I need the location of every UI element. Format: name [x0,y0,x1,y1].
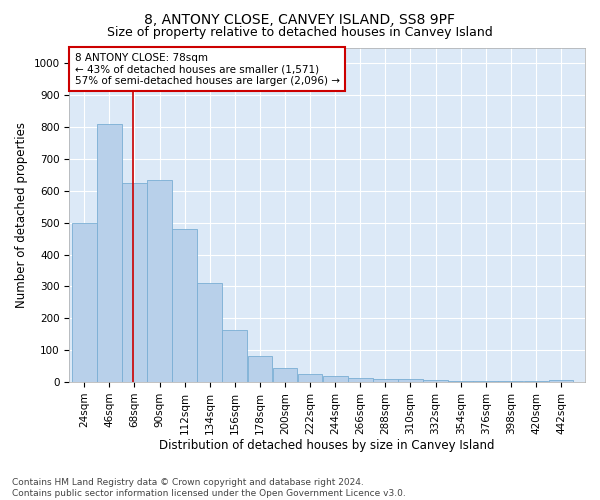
Bar [423,380,448,382]
Bar [272,368,298,382]
Bar [147,180,172,382]
Text: Contains HM Land Registry data © Crown copyright and database right 2024.
Contai: Contains HM Land Registry data © Crown c… [12,478,406,498]
Text: 8 ANTONY CLOSE: 78sqm
← 43% of detached houses are smaller (1,571)
57% of semi-d: 8 ANTONY CLOSE: 78sqm ← 43% of detached … [74,52,340,86]
Bar [398,379,423,382]
Bar [323,376,347,382]
X-axis label: Distribution of detached houses by size in Canvey Island: Distribution of detached houses by size … [160,440,495,452]
Bar [197,282,222,382]
Text: 8, ANTONY CLOSE, CANVEY ISLAND, SS8 9PF: 8, ANTONY CLOSE, CANVEY ISLAND, SS8 9PF [145,12,455,26]
Bar [499,381,523,382]
Bar [298,374,322,382]
Bar [373,379,398,382]
Bar [473,380,498,382]
Bar [548,380,574,382]
Bar [72,223,97,382]
Bar [122,183,147,382]
Bar [348,378,373,382]
Bar [97,124,122,382]
Bar [248,356,272,382]
Bar [448,381,473,382]
Bar [172,229,197,382]
Text: Size of property relative to detached houses in Canvey Island: Size of property relative to detached ho… [107,26,493,39]
Y-axis label: Number of detached properties: Number of detached properties [15,122,28,308]
Bar [223,330,247,382]
